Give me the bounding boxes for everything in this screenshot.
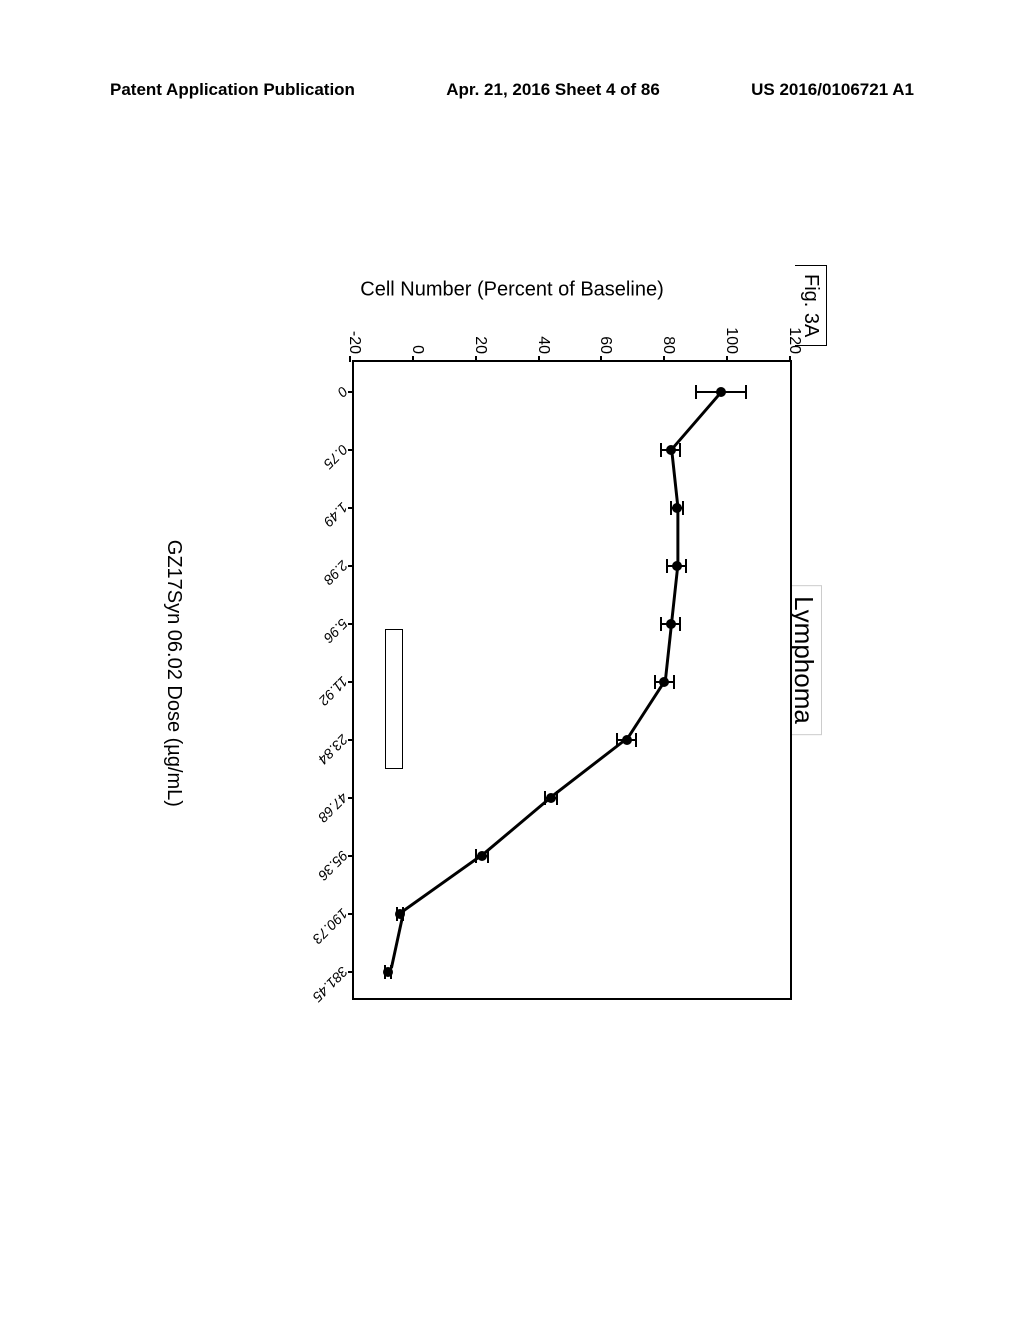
data-point	[659, 677, 669, 687]
y-tick-label: 0	[408, 345, 426, 354]
error-cap	[616, 733, 618, 747]
y-tick-label: 60	[596, 336, 614, 354]
y-tick-mark	[789, 356, 791, 362]
x-tick-label: 23.84	[315, 732, 351, 768]
error-cap	[654, 675, 656, 689]
error-cap	[666, 559, 668, 573]
data-point	[666, 445, 676, 455]
data-point	[395, 909, 405, 919]
x-tick-label: 381.45	[310, 964, 352, 1006]
data-point	[666, 619, 676, 629]
y-tick-label: 120	[785, 327, 803, 354]
legend-box	[385, 629, 403, 769]
error-cap	[679, 617, 681, 631]
y-axis-label: Cell Number (Percent of Baseline)	[360, 279, 663, 302]
error-cap	[679, 443, 681, 457]
error-cap	[660, 617, 662, 631]
data-point	[672, 561, 682, 571]
x-axis-label: GZ17Syn 06.02 Dose (µg/mL)	[162, 540, 185, 807]
x-tick-label: 11.92	[316, 674, 351, 709]
plot-area: -2002040608010012000.751.492.985.9611.92…	[352, 360, 792, 1000]
x-tick-label: 2.98	[321, 558, 352, 589]
x-tick-label: 5.96	[321, 616, 352, 647]
y-tick-mark	[600, 356, 602, 362]
header-right: US 2016/0106721 A1	[751, 80, 914, 100]
x-tick-label: 47.68	[315, 790, 351, 826]
y-tick-mark	[412, 356, 414, 362]
chart-container: Fig. 3A Lymphoma Cell Number (Percent of…	[232, 280, 792, 1040]
x-tick-label: 1.49	[321, 500, 352, 531]
y-tick-label: 80	[659, 336, 677, 354]
data-point	[477, 851, 487, 861]
error-cap	[487, 849, 489, 863]
y-tick-label: -20	[345, 331, 363, 354]
data-point	[622, 735, 632, 745]
page-header: Patent Application Publication Apr. 21, …	[0, 80, 1024, 100]
series-line	[354, 362, 790, 998]
error-cap	[660, 443, 662, 457]
y-tick-label: 40	[534, 336, 552, 354]
error-cap	[685, 559, 687, 573]
y-tick-mark	[538, 356, 540, 362]
error-cap	[682, 501, 684, 515]
y-tick-label: 20	[471, 336, 489, 354]
y-tick-mark	[349, 356, 351, 362]
y-tick-mark	[726, 356, 728, 362]
y-tick-label: 100	[722, 327, 740, 354]
header-left: Patent Application Publication	[110, 80, 355, 100]
header-center: Apr. 21, 2016 Sheet 4 of 86	[446, 80, 660, 100]
error-cap	[635, 733, 637, 747]
data-point	[546, 793, 556, 803]
data-point	[716, 387, 726, 397]
x-tick-label: 95.36	[315, 848, 351, 884]
x-tick-label: 0.75	[321, 442, 352, 473]
error-cap	[745, 385, 747, 399]
x-tick-label: 190.73	[310, 906, 352, 948]
error-cap	[556, 791, 558, 805]
y-tick-mark	[663, 356, 665, 362]
x-tick-label: 0	[334, 384, 351, 401]
data-point	[672, 503, 682, 513]
error-cap	[695, 385, 697, 399]
data-point	[383, 967, 393, 977]
y-tick-mark	[475, 356, 477, 362]
error-cap	[673, 675, 675, 689]
